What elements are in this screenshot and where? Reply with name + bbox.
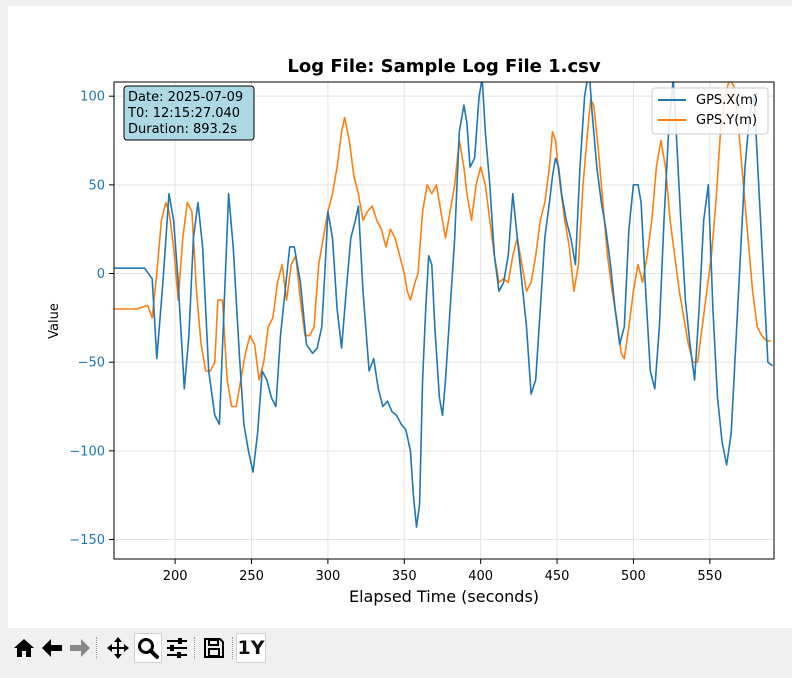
y-tick-label: −50 (78, 356, 105, 371)
x-tick-label: 450 (545, 569, 570, 584)
x-tick-label: 300 (315, 569, 340, 584)
zoom-icon (138, 638, 159, 659)
x-tick-label: 550 (697, 569, 722, 584)
home-button[interactable] (10, 633, 38, 663)
info-box: Date: 2025-07-09 T0: 12:15:27.040 Durati… (123, 85, 255, 141)
x-axis-label: Elapsed Time (seconds) (349, 587, 539, 606)
toolbar-separator (194, 637, 195, 659)
y-ticks: −150 −100 −50 0 50 100 (69, 90, 114, 548)
sliders-icon (167, 638, 187, 658)
grid (114, 82, 774, 559)
series-lines (114, 82, 773, 528)
y-tick-label: 50 (88, 178, 105, 193)
y-axis-label: Value (47, 303, 62, 339)
series-line-gps-y-m (114, 82, 771, 408)
y-tick-label: 100 (80, 90, 105, 105)
configure-subplots-button[interactable] (163, 633, 191, 663)
figure-canvas: Log File: Sample Log File 1.csv 200 250 30… (8, 6, 792, 628)
info-t0: T0: 12:15:27.040 (127, 106, 240, 121)
chart: Log File: Sample Log File 1.csv 200 250 30… (47, 56, 775, 606)
legend-label-gps-y: GPS.Y(m) (696, 113, 757, 128)
toolbar: 1Y (0, 628, 792, 678)
arrow-right-icon (70, 639, 90, 657)
extra-toolbar-button[interactable]: 1Y (236, 633, 266, 663)
info-date: Date: 2025-07-09 (128, 90, 243, 105)
arrow-left-icon (42, 639, 62, 657)
x-ticks: 200 250 300 350 400 450 500 550 (163, 559, 722, 584)
y-tick-label: −100 (69, 444, 105, 459)
extra-toolbar-label: 1Y (237, 637, 265, 659)
info-duration: Duration: 893.2s (128, 122, 237, 137)
toolbar-separator (96, 637, 97, 659)
series-line-gps-x-m (114, 82, 773, 528)
move-icon (107, 637, 129, 659)
forward-button[interactable] (66, 633, 94, 663)
home-icon (14, 639, 34, 657)
legend: GPS.X(m) GPS.Y(m) (651, 87, 769, 135)
x-tick-label: 500 (621, 569, 646, 584)
pan-button[interactable] (104, 633, 132, 663)
toolbar-separator (232, 637, 233, 659)
x-tick-label: 250 (239, 569, 264, 584)
plot-frame (113, 81, 775, 560)
x-tick-label: 200 (163, 569, 188, 584)
back-button[interactable] (38, 633, 66, 663)
y-tick-label: −150 (69, 533, 105, 548)
save-icon (204, 638, 224, 658)
y-tick-label: 0 (97, 267, 105, 282)
legend-label-gps-x: GPS.X(m) (696, 93, 758, 108)
chart-title: Log File: Sample Log File 1.csv (287, 56, 601, 77)
x-tick-label: 400 (468, 569, 493, 584)
x-tick-label: 350 (392, 569, 417, 584)
save-button[interactable] (200, 633, 228, 663)
zoom-button[interactable] (134, 633, 162, 663)
